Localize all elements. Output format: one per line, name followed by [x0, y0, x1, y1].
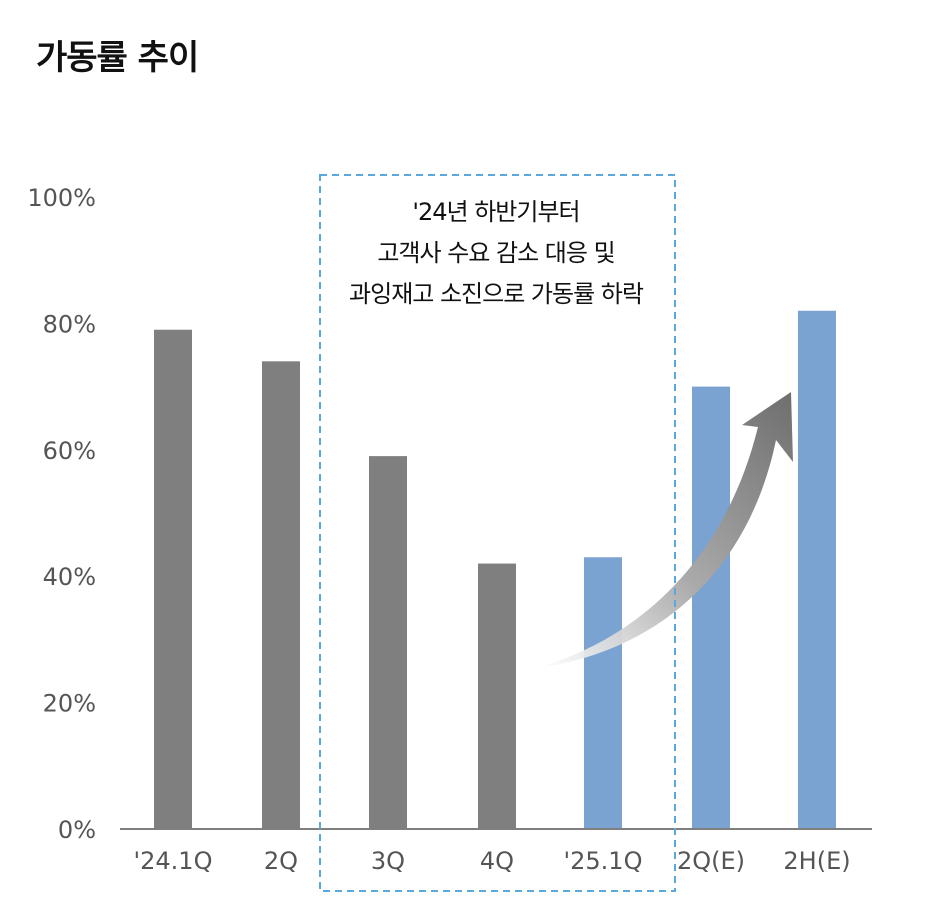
x-axis-labels: '24.1Q 2Q 3Q 4Q '25.1Q 2Q(E) 2H(E): [134, 847, 851, 875]
bar: [584, 557, 622, 828]
y-tick-label: 40%: [43, 563, 96, 591]
chart-title: 가동률 추이: [36, 38, 199, 78]
y-tick-label: 60%: [43, 437, 96, 465]
y-tick-label: 0%: [58, 816, 96, 844]
x-tick-label: 3Q: [371, 847, 405, 875]
x-tick-label: 4Q: [480, 847, 514, 875]
bar: [154, 329, 192, 828]
y-axis-labels: 0% 20% 40% 60% 80% 100%: [27, 184, 96, 844]
annotation-line: 고객사 수요 감소 대응 및: [377, 239, 614, 267]
annotation-line: '24년 하반기부터: [412, 198, 579, 226]
x-tick-label: '24.1Q: [134, 847, 213, 875]
y-tick-label: 20%: [43, 690, 96, 718]
bar: [369, 456, 407, 828]
annotation-box: [319, 174, 676, 892]
x-tick-label: 2Q(E): [677, 847, 745, 875]
x-tick-label: 2Q: [264, 847, 298, 875]
y-tick-label: 80%: [43, 310, 96, 338]
trend-arrow-icon: [537, 392, 793, 668]
annotation-line: 과잉재고 소진으로 가동률 하락: [349, 280, 644, 308]
x-tick-label: '25.1Q: [564, 847, 643, 875]
bars: [154, 310, 836, 828]
bar: [692, 386, 730, 828]
x-tick-label: 2H(E): [783, 847, 850, 875]
bar: [262, 361, 300, 828]
y-tick-label: 100%: [27, 184, 96, 212]
bar: [478, 563, 516, 828]
bar: [798, 310, 836, 828]
